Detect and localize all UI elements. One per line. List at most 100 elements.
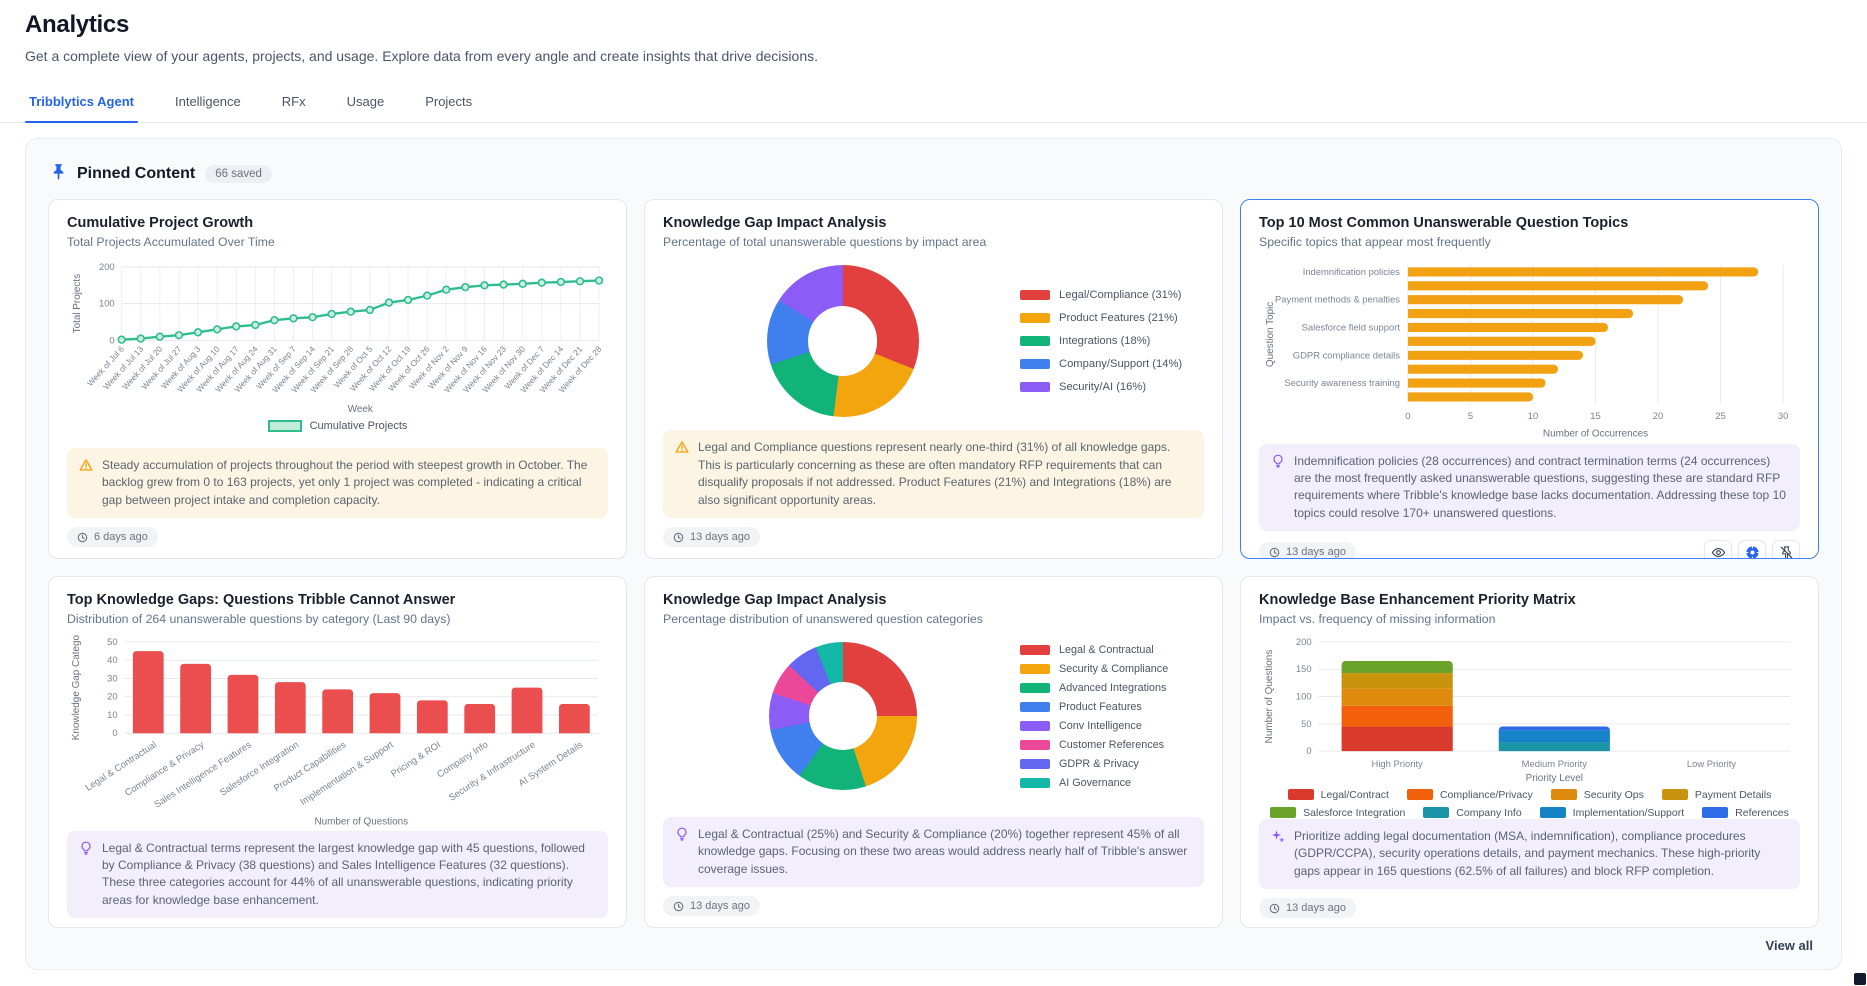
insights-icon [1745,545,1760,558]
legend-swatch [1287,789,1314,801]
donut-ring [768,642,917,790]
svg-text:0: 0 [109,334,114,345]
tab-bar: Tribblytics Agent Intelligence RFx Usage Pro… [0,88,1867,123]
view-all-link[interactable]: View all [1765,938,1813,953]
bulb-icon [1271,454,1285,523]
legend-swatch [267,419,302,432]
warning-icon [675,440,689,509]
pinned-card-3[interactable]: Top 10 Most Common Unanswerable Question… [1240,199,1819,559]
chart-legend: Legal/Compliance (31%) Product Features (… [1020,289,1202,393]
svg-text:200: 200 [99,261,115,272]
chart-area: 0 100 200 Total Projects Week of Jul 6 Week o… [67,257,608,432]
legend-swatch [1020,777,1050,788]
donut-ring [766,265,919,417]
svg-text:Salesforce field support: Salesforce field support [1302,322,1401,333]
chart-legend: Legal/Contract Compliance/Privacy Security… [1259,789,1800,819]
legend-swatch [1406,789,1433,801]
timestamp-badge: 13 days ago [663,896,760,916]
svg-text:5: 5 [1468,410,1473,421]
card-footer: 13 days ago [1259,540,1800,558]
insight-annotation: Steady accumulation of projects througho… [67,447,608,518]
svg-text:Number of Questions: Number of Questions [315,817,409,828]
svg-text:Indemnification policies: Indemnification policies [1303,266,1401,277]
pinned-content-panel: Pinned Content 66 saved Cumulative Proje… [25,138,1842,970]
svg-text:High Priority: High Priority [1372,758,1424,769]
svg-text:0: 0 [1405,410,1410,421]
legend-swatch [1270,807,1297,819]
legend-label: Implementation/Support [1572,806,1685,819]
hbar-chart: 0 5 10 15 20 25 30 Indemnification policies Paym… [1265,264,1788,440]
tab-projects[interactable]: Projects [425,94,473,109]
legend-item: Payment Details [1661,788,1772,801]
eye-icon [1711,545,1726,558]
card-footer: 13 days ago [663,896,1204,916]
legend-label: Security Ops [1583,788,1644,801]
svg-text:0: 0 [112,727,117,738]
legend-swatch [1020,682,1050,693]
eye-button[interactable] [1704,540,1732,558]
tab-intelligence[interactable]: Intelligence [174,94,241,109]
chart-area: 0 5 10 15 20 25 30 Indemnification policies Paym… [1259,257,1800,444]
legend-item: Salesforce Integration [1270,807,1405,819]
legend-swatch [1020,758,1050,769]
chart-area: Legal & Contractual Security & Compliance… [663,634,1204,794]
chart-legend: Legal & Contractual Security & Compliance… [1020,644,1202,789]
tab-rfx[interactable]: RFx [281,94,306,109]
legend-label: Legal & Contractual [1059,643,1154,656]
pinned-card-6[interactable]: Knowledge Base Enhancement Priority Matr… [1240,576,1819,928]
svg-text:Implementation & Support: Implementation & Support [298,738,396,807]
card-title: Top Knowledge Gaps: Questions Tribble Ca… [67,592,456,608]
insight-annotation: Legal & Contractual (25%) and Security &… [663,816,1204,887]
legend-label: Integrations (18%) [1059,335,1151,347]
insights-button[interactable] [1738,540,1766,558]
svg-text:Number of Occurrences: Number of Occurrences [1543,429,1648,440]
legend-label: Legal/Contract [1320,788,1389,801]
pinned-card-5[interactable]: Knowledge Gap Impact Analysis Percentage … [644,576,1223,928]
unpin-icon [1779,545,1794,558]
stacked-bar-chart: 0 50 100 150 200 Number of Questions High Prio… [1264,636,1791,784]
svg-text:10: 10 [107,709,117,720]
pinned-card-2[interactable]: Knowledge Gap Impact Analysis Percentage … [644,199,1223,559]
unpin-button[interactable] [1772,540,1800,558]
svg-text:Week: Week [348,404,373,415]
donut-chart: Legal/Compliance (31%) Product Features (… [663,257,1204,421]
svg-text:Compliance & Privacy: Compliance & Privacy [122,738,205,797]
svg-text:20: 20 [107,691,117,702]
legend-item: Implementation/Support [1539,806,1685,819]
legend-swatch [1423,807,1450,819]
annotation-text: Indemnification policies (28 occurrences… [1294,453,1786,520]
svg-text:Number of Questions: Number of Questions [1264,650,1275,744]
svg-text:20: 20 [1653,410,1663,421]
legend-item: Security & Compliance [1020,663,1202,675]
legend-item: Compliance/Privacy [1406,789,1533,801]
legend-label: References [1735,806,1789,819]
clock-icon [673,532,684,543]
tab-usage[interactable]: Usage [346,94,385,109]
legend-swatch [1020,336,1050,346]
clock-icon [77,532,88,543]
legend-label: Payment Details [1694,788,1772,801]
pinned-card-4[interactable]: Top Knowledge Gaps: Questions Tribble Ca… [48,576,627,928]
pinned-title: Pinned Content [77,165,196,182]
card-title: Top 10 Most Common Unanswerable Question… [1259,215,1629,231]
tab-tribblytics-agent[interactable]: Tribblytics Agent [25,88,138,123]
legend-swatch [1539,807,1566,819]
svg-text:10: 10 [1528,410,1538,421]
clock-icon [1269,547,1280,558]
timestamp-text: 13 days ago [690,531,750,543]
legend-swatch [1020,644,1050,655]
svg-text:40: 40 [107,654,117,665]
svg-text:30: 30 [1778,410,1788,421]
chart-area: Legal/Compliance (31%) Product Features (… [663,257,1204,421]
page-subtitle: Get a complete view of your agents, proj… [25,48,818,64]
pinned-card-1[interactable]: Cumulative Project Growth Total Projects … [48,199,627,559]
svg-text:100: 100 [1296,691,1312,702]
annotation-text: Legal & Contractual (25%) and Security &… [698,826,1188,876]
scrollbar-thumb[interactable] [1854,973,1866,985]
annotation-text: Legal & Contractual terms represent the … [102,840,585,907]
legend-label: Security/AI (16%) [1059,381,1147,393]
annotation-text: Legal and Compliance questions represent… [698,440,1172,507]
legend-item: Company/Support (14%) [1020,358,1202,370]
